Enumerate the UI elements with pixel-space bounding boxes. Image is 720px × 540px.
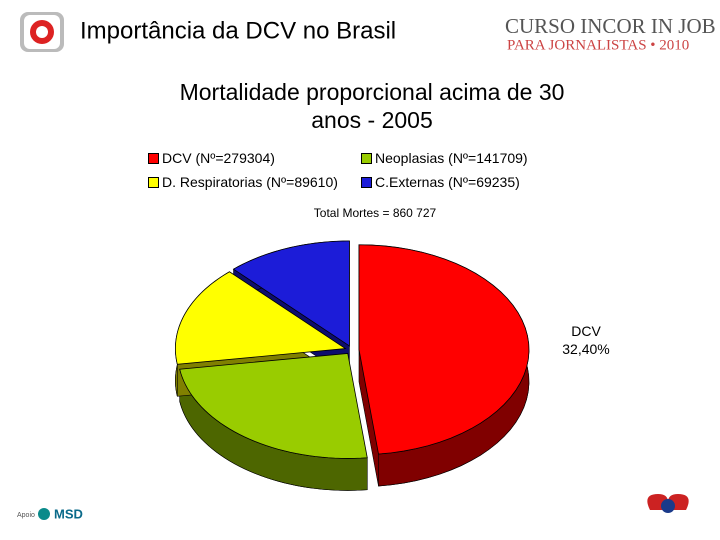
brand: CURSO INCOR IN JOB: [505, 14, 716, 38]
legend-label: C.Externas (Nº=69235): [375, 174, 520, 190]
legend-swatch: [148, 152, 159, 164]
brand-sub: PARA JORNALISTAS • 2010: [507, 37, 689, 53]
support-label: Apoio: [17, 512, 35, 519]
legend-label: D. Respiratorias (Nº=89610): [162, 174, 338, 190]
legend-label: DCV (Nº=279304): [162, 150, 275, 166]
slice: [232, 240, 350, 347]
slice: [174, 271, 347, 365]
legend-item: C.Externas (Nº=69235): [361, 174, 520, 190]
incor-logo: [647, 494, 689, 513]
chart-subtitle: Total Mortes = 860 727: [313, 206, 437, 220]
legend-item: Neoplasias (Nº=141709): [361, 150, 528, 166]
logo: [20, 12, 64, 52]
sponsor: MSD: [54, 506, 83, 521]
annotation: DCV 32,40%: [562, 323, 610, 357]
slice: [358, 244, 530, 455]
slide-title: Importância da DCV no Brasil: [80, 17, 396, 44]
legend-swatch: [361, 176, 372, 188]
legend-swatch: [361, 152, 372, 164]
slice: [179, 353, 368, 459]
legend-label: Neoplasias (Nº=141709): [375, 150, 528, 166]
legend-swatch: [148, 176, 159, 188]
legend-item: D. Respiratorias (Nº=89610): [148, 174, 338, 190]
chart-title: Mortalidade proporcional acima de 30 ano…: [179, 79, 565, 133]
legend-item: DCV (Nº=279304): [148, 150, 275, 166]
